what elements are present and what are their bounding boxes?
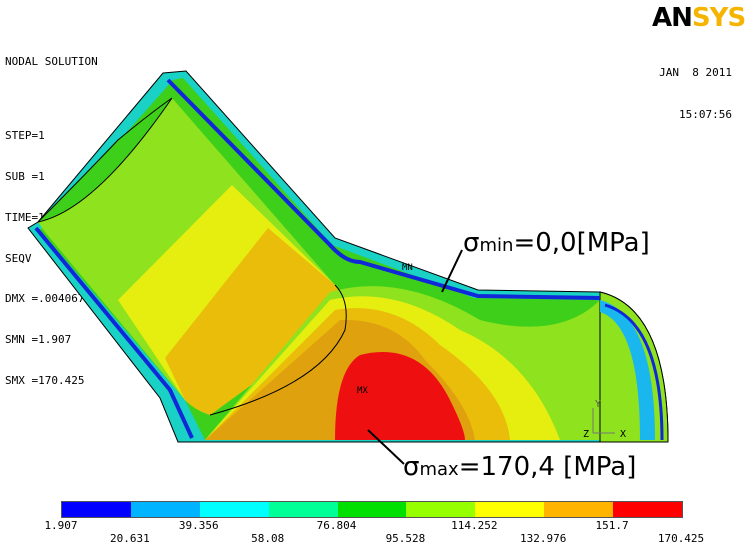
max-stress-region: [335, 352, 465, 440]
legend-swatch: [544, 502, 614, 517]
min-stress-annotation: σmin=0,0[MPa]: [463, 228, 650, 258]
ansys-logo: ANSYS: [652, 3, 746, 33]
axis-x-label: X: [620, 429, 626, 440]
solution-title: NODAL SOLUTION: [5, 55, 98, 69]
axis-z-label: Z: [583, 429, 589, 440]
legend-swatch: [130, 502, 200, 517]
min-subscript: min: [479, 235, 514, 256]
min-marker: MN: [402, 263, 413, 273]
legend-swatch: [406, 502, 476, 517]
legend-tick-bottom: 95.528: [385, 532, 426, 545]
min-sigma-symbol: σ: [463, 228, 480, 258]
max-subscript: max: [419, 459, 459, 480]
legend-tick-top: 76.804: [316, 519, 357, 532]
min-value: =0,0[MPa]: [513, 228, 650, 258]
info-line-time: TIME=1: [5, 210, 45, 224]
legend-tick-top: 151.7: [595, 519, 629, 532]
legend-swatch: [199, 502, 269, 517]
legend-tick-bottom: 58.08: [251, 532, 285, 545]
legend-swatch: [62, 502, 131, 517]
max-marker: MX: [357, 386, 368, 396]
logo-prefix: AN: [652, 3, 693, 33]
info-line-step: STEP=1: [5, 129, 45, 143]
legend-tick-bottom: 132.976: [520, 532, 567, 545]
weld-edge: [209, 284, 347, 416]
legend-swatch: [337, 502, 407, 517]
legend-swatch: [268, 502, 338, 517]
pipe-band-amber: [165, 228, 342, 415]
info-line-smn: SMN =1.907: [5, 333, 72, 347]
max-leader-line: [367, 429, 405, 465]
legend-tick-bottom: 170.425: [657, 532, 705, 545]
timestamp-time: 15:07:56: [679, 108, 732, 121]
legend-tick-top: 39.356: [178, 519, 219, 532]
logo-accent: SYS: [691, 3, 746, 33]
legend-tick-top: 1.907: [44, 519, 78, 532]
min-leader-line: [441, 249, 463, 293]
branch-opening: [36, 97, 173, 223]
max-value: =170,4 [MPa]: [458, 452, 637, 482]
timestamp: JAN 8 2011 15:07:56: [659, 38, 732, 136]
legend-tick-bottom: 20.631: [110, 532, 150, 545]
color-legend: [61, 501, 683, 518]
max-sigma-symbol: σ: [403, 452, 420, 482]
wall-line-left: [166, 78, 601, 300]
info-line-dmx: DMX =.004067: [5, 292, 85, 306]
legend-swatch: [475, 502, 545, 517]
wall-line-cap: [604, 303, 664, 441]
legend-tick-top: 114.252: [451, 519, 498, 532]
info-line-sub: SUB =1: [5, 169, 45, 183]
timestamp-date: JAN 8 2011: [659, 66, 732, 79]
axis-y-label: Y: [595, 399, 601, 410]
end-cap-inner: [600, 300, 655, 440]
max-stress-annotation: σmax=170,4 [MPa]: [403, 452, 636, 482]
legend-swatch: [613, 502, 683, 517]
info-line-smx: SMX =170.425: [5, 373, 85, 387]
wall-line-branch: [34, 226, 194, 439]
